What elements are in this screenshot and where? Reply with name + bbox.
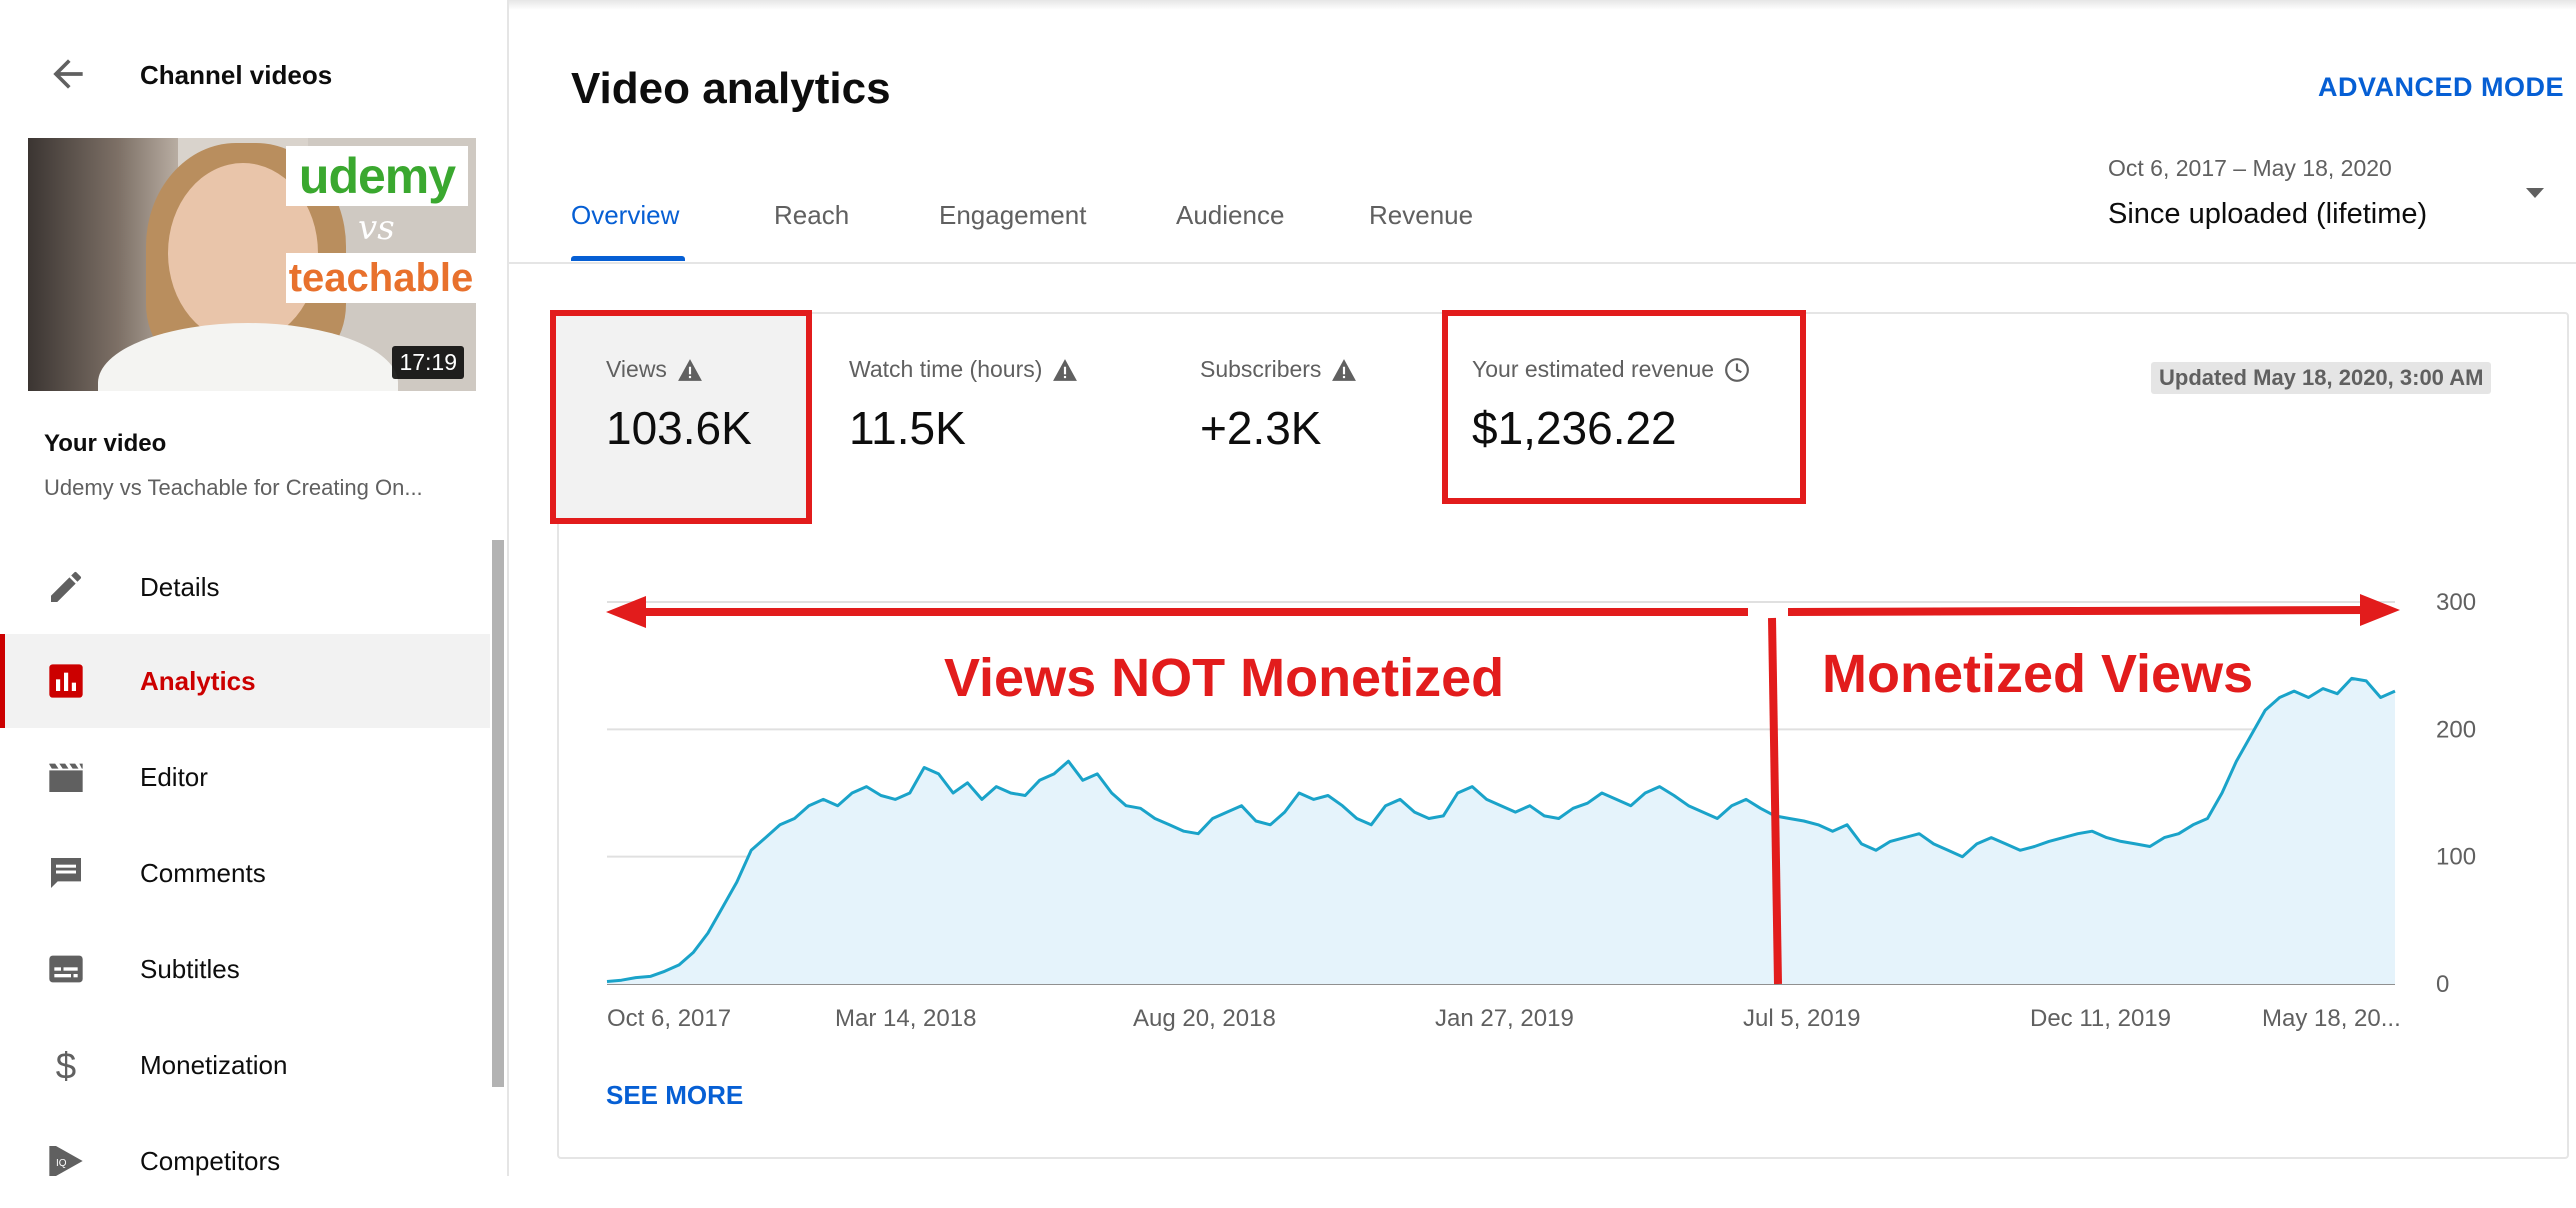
svg-text:$: $ bbox=[56, 1045, 76, 1085]
annotation-monetized: Monetized Views bbox=[1822, 644, 2253, 704]
thumbnail-text-teachable: teachable bbox=[286, 253, 476, 303]
metric-value: 11.5K bbox=[849, 402, 966, 454]
metric-watch-time[interactable]: Watch time (hours) 11.5K bbox=[849, 356, 1078, 455]
sidebar-item-label: Analytics bbox=[140, 666, 256, 696]
tab-audience[interactable]: Audience bbox=[1176, 200, 1285, 230]
annotation-divider bbox=[1768, 617, 1782, 985]
y-tick-label: 100 bbox=[2436, 844, 2476, 871]
sidebar-item-label: Monetization bbox=[140, 1050, 288, 1080]
back-arrow-icon[interactable] bbox=[46, 52, 90, 96]
top-shadow bbox=[0, 0, 2576, 10]
views-chart: 0 100 200 300 Oct 6, 2017 Mar 14, 2018 Aug 20… bbox=[606, 589, 2476, 1032]
clapperboard-icon bbox=[49, 763, 83, 792]
arrow-head-right bbox=[2360, 594, 2400, 626]
dollar-icon: $ bbox=[56, 1045, 76, 1085]
date-range-text: Oct 6, 2017 – May 18, 2020 bbox=[2108, 155, 2392, 181]
sidebar-item-details[interactable]: Details bbox=[0, 540, 490, 634]
sidebar-item-label: Competitors bbox=[140, 1146, 281, 1176]
video-title: Udemy vs Teachable for Creating On... bbox=[44, 475, 423, 500]
warning-icon bbox=[1053, 358, 1078, 381]
sidebar-item-label: Details bbox=[140, 572, 220, 602]
competitors-icon: IQ bbox=[49, 1146, 83, 1176]
pencil-icon bbox=[51, 571, 81, 602]
sidebar-item-subtitles[interactable]: Subtitles bbox=[0, 922, 490, 1016]
metric-views[interactable]: Views 103.6K bbox=[606, 356, 752, 455]
views-metric-highlight bbox=[552, 312, 806, 520]
annotation-box-revenue bbox=[1442, 310, 1806, 504]
thumbnail-text-vs: vs bbox=[358, 208, 395, 248]
y-tick-label: 200 bbox=[2436, 716, 2476, 743]
metric-value: $1,236.22 bbox=[1472, 402, 1677, 454]
header-divider bbox=[508, 262, 2576, 264]
dropdown-arrow-icon[interactable] bbox=[2526, 188, 2544, 198]
subtitles-icon bbox=[49, 955, 83, 983]
channel-videos-title: Channel videos bbox=[140, 60, 333, 90]
metric-label: Views bbox=[606, 356, 667, 382]
sidebar-item-label: Comments bbox=[140, 858, 266, 888]
metric-value: +2.3K bbox=[1200, 402, 1322, 454]
y-tick-label: 300 bbox=[2436, 589, 2476, 616]
warning-icon bbox=[1332, 358, 1357, 381]
tab-engagement[interactable]: Engagement bbox=[939, 200, 1087, 230]
tab-overview[interactable]: Overview bbox=[571, 200, 680, 230]
sidebar-item-competitors[interactable]: IQ Competitors bbox=[0, 1114, 490, 1208]
tab-reach[interactable]: Reach bbox=[774, 200, 850, 230]
date-range-selector[interactable]: Since uploaded (lifetime) bbox=[2108, 198, 2428, 230]
metric-label: Subscribers bbox=[1200, 356, 1322, 382]
sidebar-item-analytics[interactable]: Analytics bbox=[0, 634, 490, 728]
sidebar-item-editor[interactable]: Editor bbox=[0, 730, 490, 824]
sidebar: Channel videos udemy vs teachable 17:19 … bbox=[0, 0, 509, 1176]
metric-label: Your estimated revenue bbox=[1472, 356, 1715, 382]
metric-value: 103.6K bbox=[606, 402, 752, 454]
video-thumbnail[interactable]: udemy vs teachable 17:19 bbox=[28, 138, 476, 391]
updated-timestamp: Updated May 18, 2020, 3:00 AM bbox=[2151, 362, 2492, 394]
svg-text:IQ: IQ bbox=[56, 1158, 67, 1169]
annotation-not-monetized: Views NOT Monetized bbox=[944, 648, 1504, 708]
comment-icon bbox=[51, 858, 81, 888]
video-duration-badge: 17:19 bbox=[392, 346, 464, 379]
metric-subscribers[interactable]: Subscribers +2.3K bbox=[1200, 356, 1357, 455]
tab-revenue[interactable]: Revenue bbox=[1369, 200, 1474, 230]
x-tick-label: Oct 6, 2017 bbox=[607, 1005, 731, 1032]
sidebar-item-comments[interactable]: Comments bbox=[0, 826, 490, 920]
active-tab-indicator bbox=[571, 256, 685, 261]
sidebar-item-monetization[interactable]: $ Monetization bbox=[0, 1018, 490, 1112]
page-title: Video analytics bbox=[571, 64, 891, 113]
annotation-arrow-right bbox=[1787, 606, 2371, 616]
arrow-head-left bbox=[606, 596, 646, 628]
analytics-icon bbox=[49, 664, 83, 698]
x-tick-label: Jul 5, 2019 bbox=[1743, 1005, 1860, 1032]
views-line bbox=[606, 676, 2396, 983]
advanced-mode-link[interactable]: ADVANCED MODE bbox=[2318, 72, 2565, 102]
x-tick-label: Aug 20, 2018 bbox=[1133, 1005, 1276, 1032]
x-tick-label: May 18, 20... bbox=[2262, 1005, 2401, 1032]
metric-label: Watch time (hours) bbox=[849, 356, 1043, 382]
sidebar-item-label: Subtitles bbox=[140, 954, 240, 984]
sidebar-item-label: Editor bbox=[140, 762, 208, 792]
x-tick-label: Dec 11, 2019 bbox=[2030, 1005, 2171, 1032]
metric-revenue[interactable]: Your estimated revenue $1,236.22 bbox=[1472, 356, 1750, 455]
y-tick-label: 0 bbox=[2436, 971, 2449, 998]
sidebar-scrollbar[interactable] bbox=[492, 540, 504, 1087]
warning-icon bbox=[678, 358, 702, 381]
your-video-label: Your video bbox=[44, 430, 167, 457]
thumbnail-text-udemy: udemy bbox=[286, 146, 468, 206]
x-tick-label: Jan 27, 2019 bbox=[1435, 1005, 1574, 1032]
views-area-fill bbox=[607, 678, 2395, 984]
annotation-box-views bbox=[550, 310, 812, 524]
see-more-link[interactable]: SEE MORE bbox=[606, 1080, 744, 1110]
x-tick-label: Mar 14, 2018 bbox=[835, 1005, 976, 1032]
clock-icon bbox=[1725, 357, 1750, 382]
